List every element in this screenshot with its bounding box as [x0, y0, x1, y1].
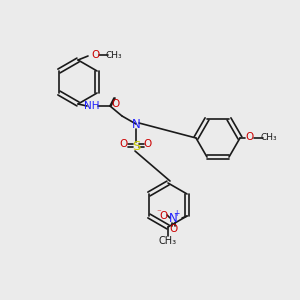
Text: N: N — [169, 212, 177, 226]
Text: N: N — [132, 118, 140, 130]
Text: O: O — [91, 50, 99, 60]
Text: O: O — [246, 132, 254, 142]
Text: CH₃: CH₃ — [261, 133, 277, 142]
Text: O: O — [120, 139, 128, 149]
Text: O: O — [169, 224, 177, 234]
Text: ⁻: ⁻ — [157, 208, 161, 217]
Text: CH₃: CH₃ — [106, 50, 122, 59]
Text: O: O — [111, 99, 119, 109]
Text: +: + — [173, 209, 179, 218]
Text: O: O — [144, 139, 152, 149]
Text: CH₃: CH₃ — [159, 236, 177, 246]
Text: S: S — [132, 140, 140, 152]
Text: O: O — [159, 211, 167, 221]
Text: NH: NH — [84, 101, 100, 111]
